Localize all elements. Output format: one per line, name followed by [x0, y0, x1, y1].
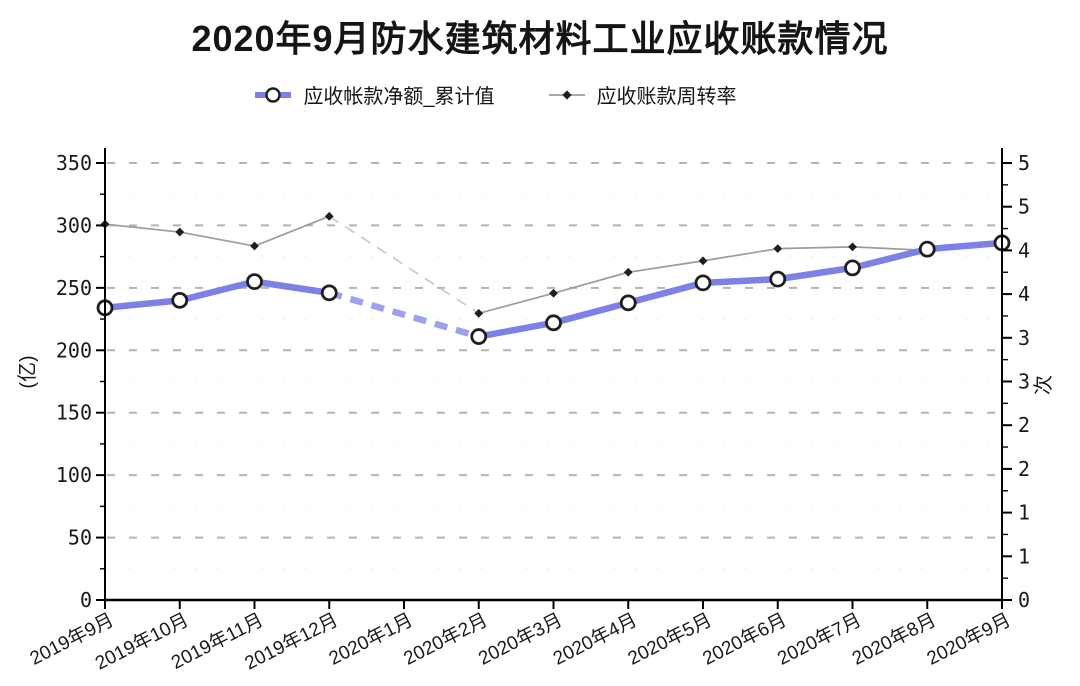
- x-axis-tick-label: 2020年2月: [400, 609, 491, 670]
- data-point-circle: [470, 328, 488, 345]
- data-point-circle: [844, 259, 861, 277]
- legend-item-net-receivables: 应收帐款净额_累计值: [253, 80, 495, 109]
- x-axis: 2019年9月2019年10月2019年11月2019年12月2020年1月20…: [26, 600, 1014, 674]
- data-point-diamond: [175, 227, 185, 237]
- net-receivables-line-circle-icon: [255, 86, 292, 103]
- left-axis-title: (亿): [16, 355, 39, 388]
- right-axis-tick-label: 3: [1018, 370, 1030, 394]
- data-point-circle: [694, 274, 712, 292]
- left-axis-tick-label: 350: [56, 151, 92, 175]
- left-axis-tick-label: 200: [56, 338, 92, 362]
- data-point-diamond: [773, 244, 783, 254]
- data-point-diamond: [848, 242, 857, 252]
- right-axis-tick-label: 5: [1018, 195, 1030, 219]
- legend: 应收帐款净额_累计值 应收账款周转率: [0, 80, 1035, 109]
- left-axis-tick-label: 0: [80, 588, 92, 612]
- right-axis-tick-label: 5: [1018, 151, 1030, 175]
- series-line: [475, 239, 1006, 340]
- left-axis-tick-label: 300: [56, 213, 92, 237]
- data-point-circle: [171, 291, 189, 309]
- right-axis-tick-label: 4: [1018, 282, 1030, 306]
- left-axis-tick-label: 150: [56, 401, 92, 425]
- x-axis-tick-label: 2020年1月: [325, 609, 416, 670]
- left-axis: 0 50 100 150 200 250 300 350 (亿): [16, 151, 106, 612]
- x-axis-tick-label: 2020年8月: [849, 609, 940, 670]
- gridlines: [107, 162, 1000, 570]
- right-axis-tick-label: 0: [1018, 588, 1030, 612]
- x-axis-tick-label: 2020年3月: [475, 609, 566, 670]
- data-point-circle: [769, 270, 787, 288]
- series-line: [101, 278, 333, 312]
- right-axis-tick-label: 2: [1018, 413, 1030, 437]
- series-line-dashed-gap: [328, 289, 480, 340]
- left-axis-tick-label: 250: [56, 276, 92, 300]
- right-axis: 0 1 1 2 2 3 3 4 4 5 5 次: [1001, 151, 1055, 612]
- axes: [104, 148, 1003, 602]
- right-axis-tick-label: 2: [1018, 457, 1030, 481]
- right-axis-tick-label: 3: [1018, 326, 1030, 350]
- data-point-circle: [918, 240, 936, 258]
- left-axis-tick-label: 50: [68, 526, 92, 550]
- legend-label-turnover: 应收账款周转率: [596, 86, 737, 108]
- x-axis-tick-label: 2020年5月: [624, 609, 715, 670]
- data-point-diamond: [549, 288, 558, 298]
- data-point-circle: [320, 284, 338, 302]
- x-axis-tick-label: 2020年6月: [699, 609, 790, 670]
- right-axis-tick-label: 4: [1018, 238, 1030, 262]
- x-axis-tick-label: 2020年4月: [550, 609, 641, 670]
- data-point-diamond: [698, 256, 708, 266]
- right-axis-tick-label: 1: [1018, 544, 1030, 568]
- right-axis-title: 次: [1032, 375, 1055, 395]
- data-point-circle: [246, 273, 263, 291]
- data-point-diamond: [623, 267, 633, 277]
- left-axis-tick-label: 100: [56, 463, 92, 487]
- data-point-circle: [545, 314, 562, 332]
- series: [96, 211, 1011, 345]
- data-point-diamond: [250, 241, 259, 251]
- x-axis-tick-label: 2020年7月: [774, 609, 865, 670]
- series-line-dashed-gap: [328, 215, 480, 315]
- data-point-circle: [619, 294, 637, 312]
- series-line: [104, 215, 331, 247]
- chart-title: 2020年9月防水建筑材料工业应收账款情况: [191, 18, 889, 59]
- data-point-diamond: [324, 211, 334, 221]
- legend-label-net-receivables: 应收帐款净额_累计值: [303, 86, 495, 108]
- right-axis-tick-label: 1: [1018, 501, 1030, 525]
- data-point-diamond: [474, 308, 484, 318]
- legend-item-turnover: 应收账款周转率: [547, 80, 737, 109]
- x-axis-tick-label: 2020年9月: [923, 609, 1014, 670]
- turnover-line-diamond-icon: [548, 89, 585, 100]
